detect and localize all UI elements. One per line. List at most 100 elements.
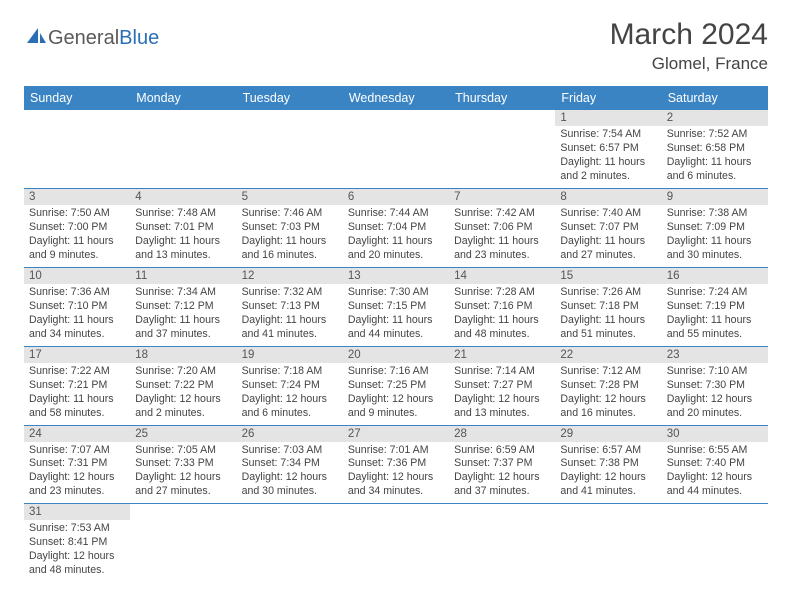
calendar-cell: 26Sunrise: 7:03 AMSunset: 7:34 PMDayligh… <box>237 425 343 504</box>
sunrise-text: Sunrise: 7:52 AM <box>667 128 763 142</box>
weekday-header-row: Sunday Monday Tuesday Wednesday Thursday… <box>24 86 768 110</box>
calendar-cell: 11Sunrise: 7:34 AMSunset: 7:12 PMDayligh… <box>130 267 236 346</box>
calendar-week-row: 1Sunrise: 7:54 AMSunset: 6:57 PMDaylight… <box>24 110 768 188</box>
sunset-text: Sunset: 7:27 PM <box>454 379 550 393</box>
day-number: 18 <box>130 347 236 363</box>
calendar-cell <box>449 504 555 582</box>
calendar-cell: 8Sunrise: 7:40 AMSunset: 7:07 PMDaylight… <box>555 188 661 267</box>
day-details: Sunrise: 7:18 AMSunset: 7:24 PMDaylight:… <box>237 363 343 425</box>
sunset-text: Sunset: 7:12 PM <box>135 300 231 314</box>
sunrise-text: Sunrise: 7:22 AM <box>29 365 125 379</box>
sunset-text: Sunset: 7:10 PM <box>29 300 125 314</box>
day-number: 21 <box>449 347 555 363</box>
daylight-text: Daylight: 12 hours and 20 minutes. <box>667 393 763 421</box>
daylight-text: Daylight: 12 hours and 41 minutes. <box>560 471 656 499</box>
day-number: 5 <box>237 189 343 205</box>
calendar-cell: 21Sunrise: 7:14 AMSunset: 7:27 PMDayligh… <box>449 346 555 425</box>
sunrise-text: Sunrise: 7:12 AM <box>560 365 656 379</box>
logo: GeneralBlue <box>24 18 159 51</box>
day-number: 29 <box>555 426 661 442</box>
daylight-text: Daylight: 11 hours and 20 minutes. <box>348 235 444 263</box>
sunrise-text: Sunrise: 7:50 AM <box>29 207 125 221</box>
day-details: Sunrise: 7:40 AMSunset: 7:07 PMDaylight:… <box>555 205 661 267</box>
weekday-header: Friday <box>555 86 661 110</box>
day-details: Sunrise: 7:07 AMSunset: 7:31 PMDaylight:… <box>24 442 130 504</box>
day-details: Sunrise: 7:05 AMSunset: 7:33 PMDaylight:… <box>130 442 236 504</box>
day-number: 3 <box>24 189 130 205</box>
sunset-text: Sunset: 7:01 PM <box>135 221 231 235</box>
daylight-text: Daylight: 12 hours and 6 minutes. <box>242 393 338 421</box>
sunrise-text: Sunrise: 6:59 AM <box>454 444 550 458</box>
calendar-cell: 25Sunrise: 7:05 AMSunset: 7:33 PMDayligh… <box>130 425 236 504</box>
calendar-cell <box>449 110 555 188</box>
day-details: Sunrise: 7:03 AMSunset: 7:34 PMDaylight:… <box>237 442 343 504</box>
daylight-text: Daylight: 12 hours and 9 minutes. <box>348 393 444 421</box>
sunrise-text: Sunrise: 7:30 AM <box>348 286 444 300</box>
sunset-text: Sunset: 7:33 PM <box>135 457 231 471</box>
calendar-cell: 6Sunrise: 7:44 AMSunset: 7:04 PMDaylight… <box>343 188 449 267</box>
day-details: Sunrise: 7:53 AMSunset: 8:41 PMDaylight:… <box>24 520 130 582</box>
sunset-text: Sunset: 7:21 PM <box>29 379 125 393</box>
day-number: 25 <box>130 426 236 442</box>
day-number: 11 <box>130 268 236 284</box>
day-details: Sunrise: 7:22 AMSunset: 7:21 PMDaylight:… <box>24 363 130 425</box>
sunrise-text: Sunrise: 7:54 AM <box>560 128 656 142</box>
sunrise-text: Sunrise: 6:57 AM <box>560 444 656 458</box>
calendar-week-row: 24Sunrise: 7:07 AMSunset: 7:31 PMDayligh… <box>24 425 768 504</box>
calendar-cell <box>130 110 236 188</box>
daylight-text: Daylight: 12 hours and 2 minutes. <box>135 393 231 421</box>
calendar-week-row: 3Sunrise: 7:50 AMSunset: 7:00 PMDaylight… <box>24 188 768 267</box>
sunset-text: Sunset: 7:38 PM <box>560 457 656 471</box>
calendar-cell: 28Sunrise: 6:59 AMSunset: 7:37 PMDayligh… <box>449 425 555 504</box>
day-details: Sunrise: 7:52 AMSunset: 6:58 PMDaylight:… <box>662 126 768 188</box>
day-number: 20 <box>343 347 449 363</box>
day-number: 14 <box>449 268 555 284</box>
calendar-cell: 30Sunrise: 6:55 AMSunset: 7:40 PMDayligh… <box>662 425 768 504</box>
calendar-cell: 2Sunrise: 7:52 AMSunset: 6:58 PMDaylight… <box>662 110 768 188</box>
daylight-text: Daylight: 12 hours and 30 minutes. <box>242 471 338 499</box>
sunrise-text: Sunrise: 6:55 AM <box>667 444 763 458</box>
daylight-text: Daylight: 11 hours and 51 minutes. <box>560 314 656 342</box>
day-number: 16 <box>662 268 768 284</box>
day-number: 1 <box>555 110 661 126</box>
calendar-cell: 19Sunrise: 7:18 AMSunset: 7:24 PMDayligh… <box>237 346 343 425</box>
day-number: 4 <box>130 189 236 205</box>
day-number: 13 <box>343 268 449 284</box>
calendar-cell: 1Sunrise: 7:54 AMSunset: 6:57 PMDaylight… <box>555 110 661 188</box>
calendar-cell: 24Sunrise: 7:07 AMSunset: 7:31 PMDayligh… <box>24 425 130 504</box>
day-details: Sunrise: 6:59 AMSunset: 7:37 PMDaylight:… <box>449 442 555 504</box>
day-number: 17 <box>24 347 130 363</box>
calendar-cell: 13Sunrise: 7:30 AMSunset: 7:15 PMDayligh… <box>343 267 449 346</box>
daylight-text: Daylight: 12 hours and 27 minutes. <box>135 471 231 499</box>
sunset-text: Sunset: 7:19 PM <box>667 300 763 314</box>
calendar-cell <box>130 504 236 582</box>
day-details: Sunrise: 7:42 AMSunset: 7:06 PMDaylight:… <box>449 205 555 267</box>
sunset-text: Sunset: 7:07 PM <box>560 221 656 235</box>
month-title: March 2024 <box>610 18 768 52</box>
title-block: March 2024 Glomel, France <box>610 18 768 74</box>
day-details: Sunrise: 7:38 AMSunset: 7:09 PMDaylight:… <box>662 205 768 267</box>
day-number: 10 <box>24 268 130 284</box>
weekday-header: Monday <box>130 86 236 110</box>
daylight-text: Daylight: 12 hours and 37 minutes. <box>454 471 550 499</box>
sunrise-text: Sunrise: 7:34 AM <box>135 286 231 300</box>
daylight-text: Daylight: 12 hours and 16 minutes. <box>560 393 656 421</box>
calendar-cell: 16Sunrise: 7:24 AMSunset: 7:19 PMDayligh… <box>662 267 768 346</box>
day-details: Sunrise: 7:46 AMSunset: 7:03 PMDaylight:… <box>237 205 343 267</box>
day-number: 28 <box>449 426 555 442</box>
sunrise-text: Sunrise: 7:16 AM <box>348 365 444 379</box>
weekday-header: Thursday <box>449 86 555 110</box>
daylight-text: Daylight: 11 hours and 13 minutes. <box>135 235 231 263</box>
day-details: Sunrise: 7:50 AMSunset: 7:00 PMDaylight:… <box>24 205 130 267</box>
sunset-text: Sunset: 7:28 PM <box>560 379 656 393</box>
sunrise-text: Sunrise: 7:40 AM <box>560 207 656 221</box>
day-number: 8 <box>555 189 661 205</box>
sunrise-text: Sunrise: 7:42 AM <box>454 207 550 221</box>
weekday-header: Sunday <box>24 86 130 110</box>
daylight-text: Daylight: 11 hours and 6 minutes. <box>667 156 763 184</box>
calendar-cell: 7Sunrise: 7:42 AMSunset: 7:06 PMDaylight… <box>449 188 555 267</box>
day-number: 31 <box>24 504 130 520</box>
sunrise-text: Sunrise: 7:07 AM <box>29 444 125 458</box>
logo-text-general: General <box>48 27 119 49</box>
sunrise-text: Sunrise: 7:36 AM <box>29 286 125 300</box>
